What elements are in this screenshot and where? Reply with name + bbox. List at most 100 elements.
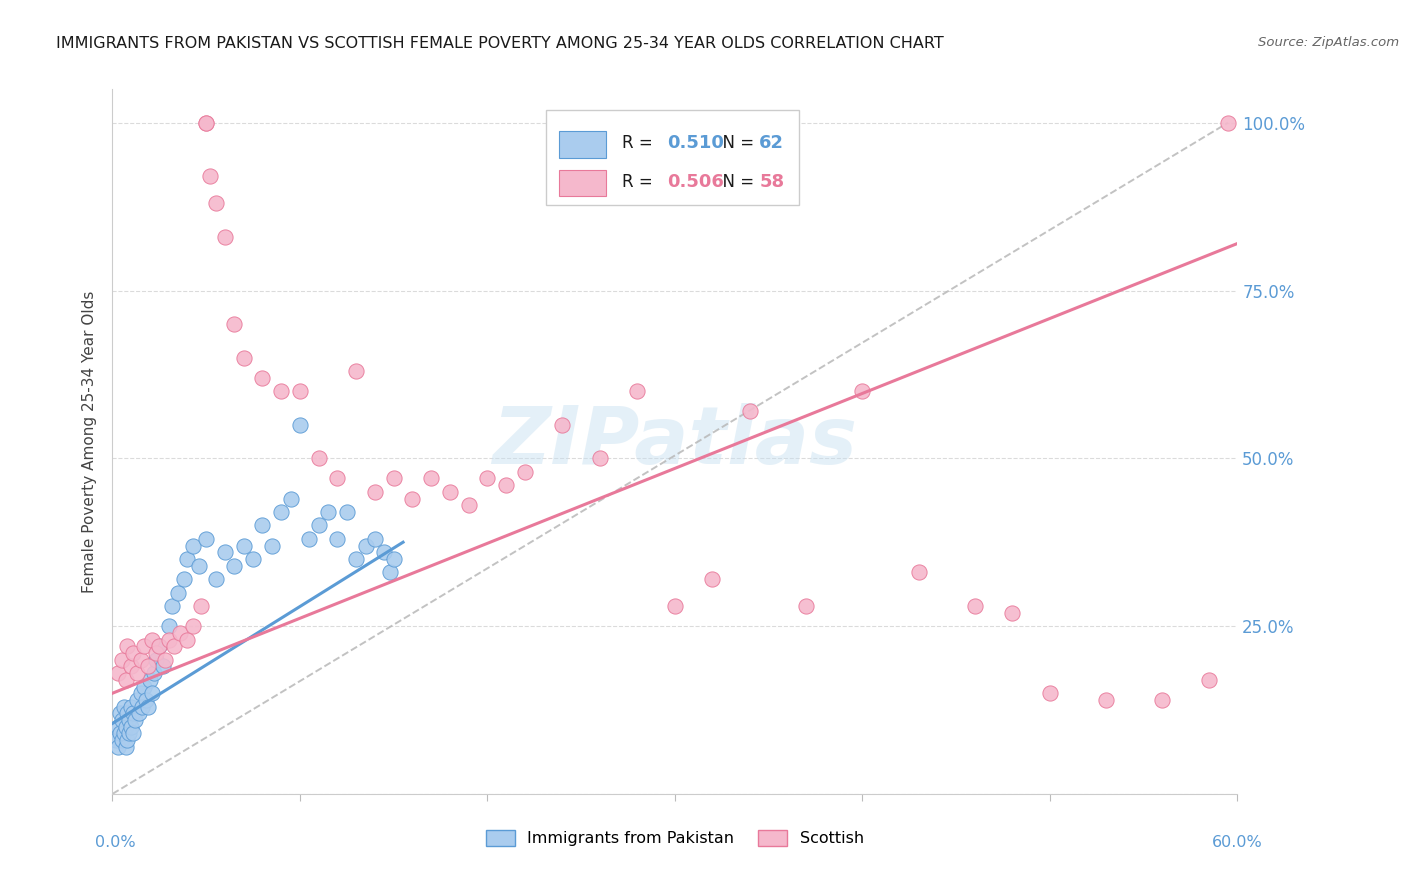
Point — [107, 720, 129, 734]
Point — [124, 713, 146, 727]
Point — [513, 465, 536, 479]
Point — [148, 639, 170, 653]
Point — [344, 552, 367, 566]
Text: 0.506: 0.506 — [666, 173, 724, 191]
Point — [141, 686, 163, 700]
Text: N =: N = — [711, 173, 759, 191]
Point — [145, 653, 167, 667]
Point — [111, 713, 134, 727]
Point — [125, 693, 148, 707]
Y-axis label: Female Poverty Among 25-34 Year Olds: Female Poverty Among 25-34 Year Olds — [82, 291, 97, 592]
Text: 0.510: 0.510 — [666, 135, 724, 153]
Point — [141, 632, 163, 647]
Point — [111, 733, 134, 747]
Point — [232, 539, 254, 553]
Point — [336, 505, 359, 519]
Point — [364, 484, 387, 499]
Point — [195, 116, 218, 130]
Point — [214, 230, 236, 244]
Point — [120, 659, 142, 673]
Point — [139, 673, 162, 687]
Point — [439, 484, 461, 499]
Point — [134, 639, 156, 653]
Point — [162, 599, 184, 613]
Point — [125, 666, 148, 681]
Point — [326, 471, 349, 485]
Point — [1152, 693, 1174, 707]
Point — [135, 693, 157, 707]
Point — [169, 625, 191, 640]
Point — [117, 706, 139, 721]
Point — [108, 726, 131, 740]
Point — [702, 572, 724, 586]
Point — [420, 471, 443, 485]
Text: R =: R = — [621, 135, 658, 153]
Point — [153, 653, 176, 667]
Point — [181, 539, 204, 553]
Point — [204, 572, 226, 586]
Point — [122, 706, 145, 721]
Point — [118, 726, 141, 740]
Point — [224, 558, 246, 573]
Point — [382, 552, 405, 566]
Text: 0.0%: 0.0% — [96, 836, 135, 850]
Point — [195, 532, 218, 546]
Point — [252, 371, 274, 385]
Point — [851, 384, 873, 399]
Point — [181, 619, 204, 633]
Point — [187, 558, 209, 573]
Text: 60.0%: 60.0% — [1212, 836, 1263, 850]
Point — [963, 599, 986, 613]
Point — [1216, 116, 1239, 130]
Legend: Immigrants from Pakistan, Scottish: Immigrants from Pakistan, Scottish — [479, 824, 870, 853]
Point — [288, 417, 311, 432]
Point — [551, 417, 574, 432]
Point — [344, 364, 367, 378]
Point — [242, 552, 264, 566]
Point — [129, 653, 152, 667]
Point — [117, 733, 139, 747]
Point — [382, 471, 405, 485]
Point — [664, 599, 686, 613]
Point — [198, 169, 221, 184]
Point — [298, 532, 321, 546]
Point — [373, 545, 395, 559]
Point — [112, 699, 135, 714]
Point — [176, 632, 198, 647]
Point — [142, 666, 165, 681]
Point — [167, 585, 190, 599]
Point — [1198, 673, 1220, 687]
Point — [190, 599, 212, 613]
Point — [232, 351, 254, 365]
Point — [112, 726, 135, 740]
Point — [738, 404, 761, 418]
Point — [308, 451, 330, 466]
FancyBboxPatch shape — [560, 169, 606, 196]
Point — [224, 317, 246, 331]
Point — [163, 639, 186, 653]
Point — [145, 646, 167, 660]
Point — [111, 653, 134, 667]
Point — [157, 619, 180, 633]
Point — [589, 451, 612, 466]
Point — [364, 532, 387, 546]
Point — [326, 532, 349, 546]
Text: R =: R = — [621, 173, 658, 191]
Point — [308, 518, 330, 533]
Point — [120, 720, 142, 734]
Point — [204, 196, 226, 211]
Point — [129, 686, 152, 700]
Point — [157, 632, 180, 647]
Point — [152, 659, 174, 673]
Text: Source: ZipAtlas.com: Source: ZipAtlas.com — [1258, 36, 1399, 49]
Point — [1001, 606, 1024, 620]
Point — [288, 384, 311, 399]
Point — [176, 552, 198, 566]
Point — [626, 384, 648, 399]
Point — [354, 539, 377, 553]
Point — [173, 572, 195, 586]
Point — [118, 713, 141, 727]
FancyBboxPatch shape — [546, 111, 799, 205]
Point — [252, 518, 274, 533]
Text: IMMIGRANTS FROM PAKISTAN VS SCOTTISH FEMALE POVERTY AMONG 25-34 YEAR OLDS CORREL: IMMIGRANTS FROM PAKISTAN VS SCOTTISH FEM… — [56, 36, 943, 51]
